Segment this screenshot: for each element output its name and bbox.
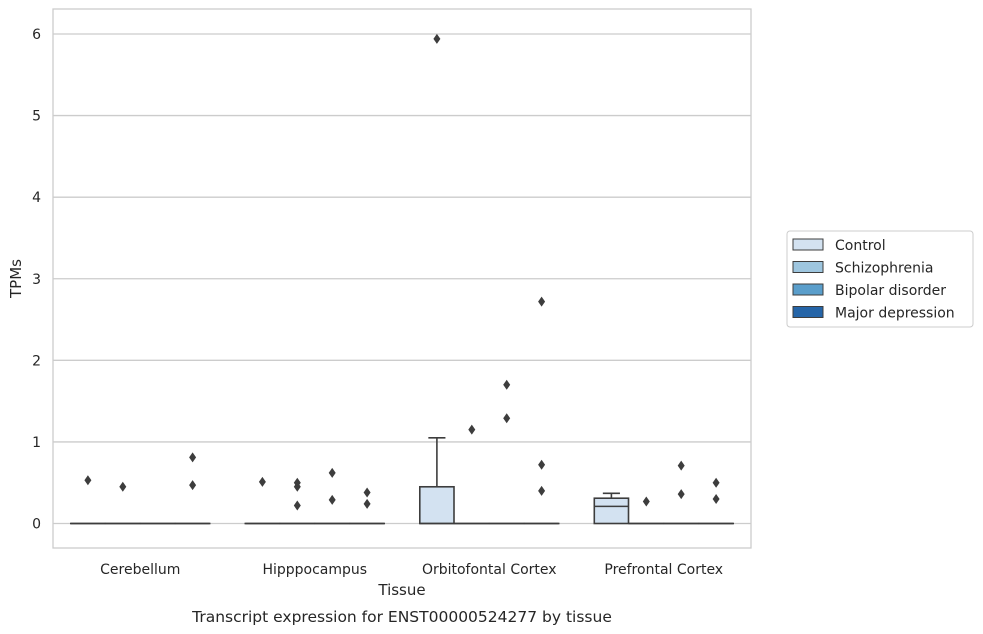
y-tick-label: 0 [32,517,41,533]
outlier-point [258,476,266,487]
y-axis-ticks: 0 1 2 3 4 5 6 [32,27,41,533]
outlier-point [538,485,546,496]
legend-label: Major depression [835,306,955,322]
legend-item: Control [792,238,886,254]
legend-item: Bipolar disorder [792,283,946,299]
iqr-box [593,497,630,525]
box-plot-item [174,452,211,525]
box-plot-item [663,460,700,525]
outlier-point [293,477,301,488]
box-plot-item [523,296,560,525]
box-plot-item [104,481,141,525]
legend-swatch [792,238,824,251]
outlier-point [677,489,685,500]
outlier-point [712,477,720,488]
outlier-point [189,452,197,463]
box-plot-item [69,475,106,525]
box-plot-item [593,492,630,525]
y-tick-label: 2 [32,353,41,369]
outlier-point [328,467,336,478]
box-plot-item [279,477,316,525]
legend-swatch [792,261,824,273]
y-tick-label: 5 [32,109,41,125]
series-schizophrenia [104,424,665,525]
outlier-point [468,424,476,435]
box-plot-item [349,487,386,525]
box-plot-item [488,379,525,525]
outlier-point [503,413,511,424]
y-axis-title: TPMs [7,259,25,299]
legend-label: Control [835,238,886,254]
y-tick-label: 3 [32,272,41,288]
outlier-point [503,379,511,390]
outlier-point [119,481,127,492]
box-plot-item [628,496,665,525]
legend-item: Major depression [792,306,955,322]
outlier-point [433,33,441,44]
legend-swatch [792,283,824,296]
grid-lines [53,33,751,525]
legend-label: Bipolar disorder [835,283,946,299]
legend-label: Schizophrenia [835,261,933,277]
legend: Control Schizophrenia Bipolar disorder Majo… [786,230,974,328]
legend-item: Schizophrenia [792,261,933,277]
box-series-layer [69,33,735,525]
chart-caption: Transcript expression for ENST0000052427… [191,608,612,626]
series-major-depression [174,296,735,525]
outlier-point [712,494,720,505]
box-plot-item [418,33,455,525]
y-tick-label: 6 [32,27,41,43]
iqr-box [418,485,455,525]
series-control [69,33,630,525]
outlier-point [538,296,546,307]
x-tick-label: Hipppocampus [262,562,367,578]
outlier-point [293,500,301,511]
outlier-point [363,487,371,498]
plot-area-frame [52,8,752,549]
x-axis-title: Tissue [377,581,425,599]
outlier-point [189,480,197,491]
outlier-point [538,459,546,470]
y-tick-label: 4 [32,190,41,206]
outlier-point [677,460,685,471]
box-plot-item [698,477,735,525]
y-tick-label: 1 [32,435,41,451]
outlier-point [642,496,650,507]
legend-swatch [792,306,824,318]
series-bipolar-disorder [139,379,700,525]
outlier-point [363,498,371,509]
box-plot-item [244,476,281,525]
outlier-point [328,494,336,505]
x-tick-label: Orbitofontal Cortex [422,562,557,578]
legend-frame [786,230,974,328]
x-axis-ticks: Cerebellum Hipppocampus Orbitofontal Corte… [100,562,723,578]
outlier-point [84,475,92,486]
box-plot-item [314,467,351,525]
box-plot-item [453,424,490,525]
x-tick-label: Cerebellum [100,562,180,578]
x-tick-label: Prefrontal Cortex [604,562,723,578]
